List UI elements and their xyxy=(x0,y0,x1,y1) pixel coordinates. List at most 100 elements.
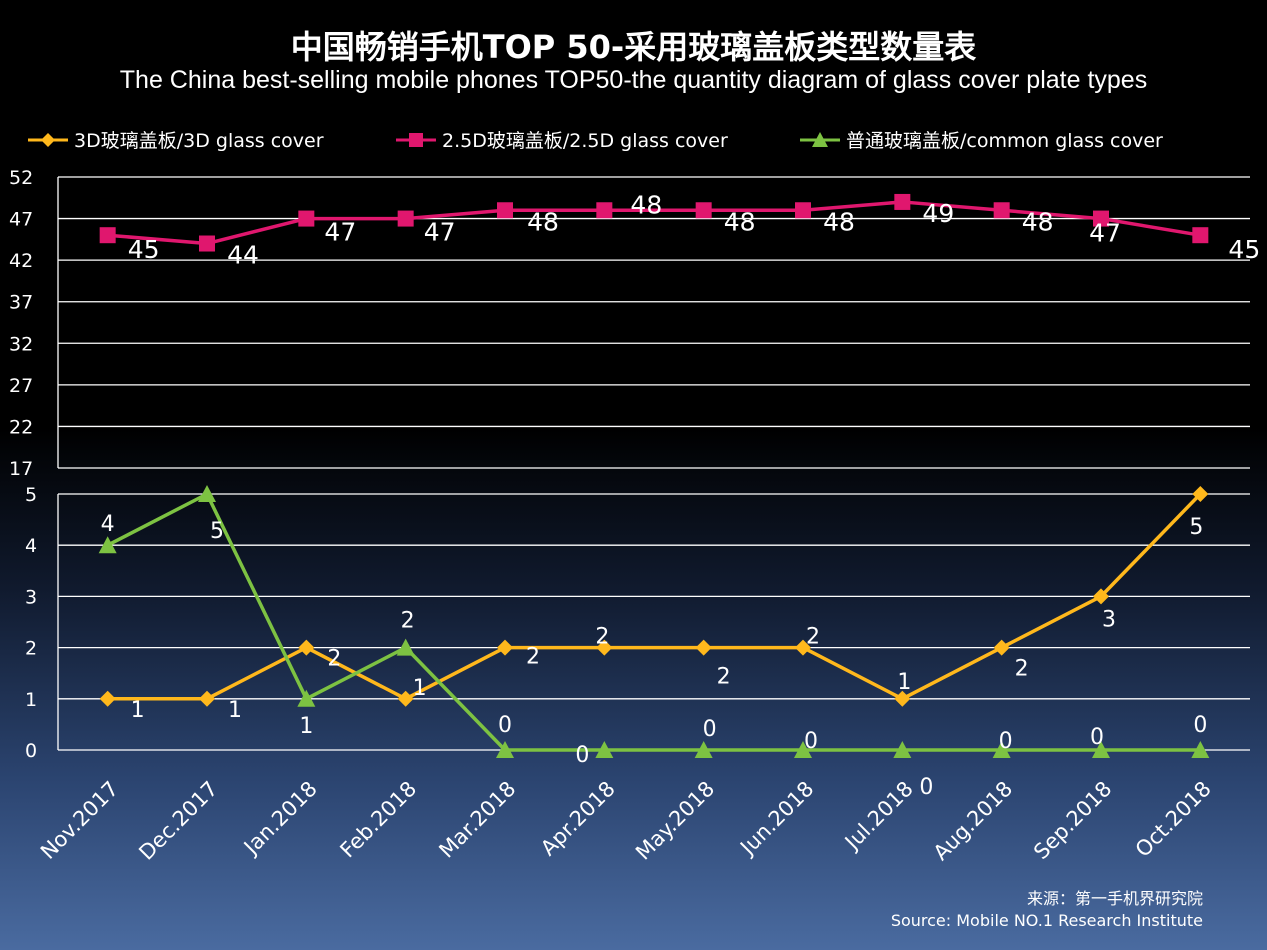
triangle-marker-icon xyxy=(800,131,840,147)
x-tick-label: Aug.2018 xyxy=(929,777,1017,865)
data-label: 0 xyxy=(1090,725,1104,750)
data-point-3d xyxy=(298,639,315,656)
data-point-2-5d xyxy=(199,235,215,252)
data-point-common xyxy=(496,741,514,758)
data-label: 45 xyxy=(128,235,160,264)
upper-y-tick-label: 17 xyxy=(9,458,33,480)
data-point-2-5d xyxy=(99,227,116,244)
x-tick-label: Nov.2017 xyxy=(36,777,123,864)
diamond-marker-icon xyxy=(28,132,68,147)
data-label: 49 xyxy=(922,199,954,228)
series-line-2 xyxy=(106,492,1201,752)
data-label: 0 xyxy=(575,743,589,768)
data-point-2-5d xyxy=(695,202,712,219)
data-point-2-5d xyxy=(1093,210,1109,227)
data-point-3d xyxy=(99,690,116,707)
data-point-3d xyxy=(397,690,414,707)
data-point-common xyxy=(98,536,117,554)
legend-item-common: 普通玻璃盖板/common glass cover xyxy=(800,126,1163,153)
data-label: 48 xyxy=(527,207,559,236)
data-point-3d xyxy=(497,639,513,656)
data-point-common xyxy=(396,638,415,656)
data-label: 2 xyxy=(526,645,540,670)
upper-y-tick-label: 32 xyxy=(9,333,33,355)
x-tick-label: Jan.2018 xyxy=(238,777,322,861)
x-tick-label: Feb.2018 xyxy=(335,777,421,863)
data-point-2-5d xyxy=(596,202,613,219)
legend-label-3d: 3D玻璃盖板/3D glass cover xyxy=(74,130,324,152)
data-label: 47 xyxy=(1089,219,1121,248)
data-point-common xyxy=(198,485,216,502)
data-label: 2 xyxy=(1015,657,1029,682)
data-point-3d xyxy=(1192,486,1209,502)
square-marker-icon xyxy=(396,132,436,147)
data-label: 5 xyxy=(1189,515,1203,540)
data-point-2-5d xyxy=(298,210,315,227)
lower-y-tick-label: 2 xyxy=(25,638,37,660)
data-point-2-5d xyxy=(397,210,414,227)
lower-y-tick-label: 5 xyxy=(25,484,37,506)
data-point-common xyxy=(1092,741,1110,758)
source-note: 来源：第一手机界研究院 Source: Mobile NO.1 Research… xyxy=(891,888,1203,932)
data-label: 1 xyxy=(299,714,313,739)
data-label: 0 xyxy=(999,729,1013,754)
data-label: 48 xyxy=(724,207,756,236)
legend-label-2-5d: 2.5D玻璃盖板/2.5D glass cover xyxy=(442,130,728,152)
x-tick-label: Oct.2018 xyxy=(1131,777,1216,862)
lower-y-tick-label: 1 xyxy=(25,689,37,711)
source-cn: 来源：第一手机界研究院 xyxy=(1026,889,1203,908)
legend-item-3d: 3D玻璃盖板/3D glass cover xyxy=(28,126,324,153)
data-point-2-5d xyxy=(795,202,811,219)
source-en: Source: Mobile NO.1 Research Institute xyxy=(890,911,1203,930)
data-label: 5 xyxy=(210,519,224,544)
data-point-3d xyxy=(695,639,712,656)
data-label: 0 xyxy=(498,713,512,738)
data-point-2-5d xyxy=(993,202,1010,219)
upper-y-tick-label: 42 xyxy=(9,250,33,272)
data-label: 47 xyxy=(324,218,356,247)
data-point-3d xyxy=(894,690,911,707)
data-label: 0 xyxy=(804,729,818,754)
data-label: 0 xyxy=(919,775,933,800)
data-point-common xyxy=(595,741,614,758)
x-tick-label: May.2018 xyxy=(631,777,719,865)
x-tick-label: Dec.2017 xyxy=(134,777,222,865)
data-point-2-5d xyxy=(894,193,911,210)
x-tick-label: Jul.2018 xyxy=(839,777,918,856)
data-label: 2 xyxy=(595,625,609,650)
data-label: 44 xyxy=(227,241,259,270)
data-label: 1 xyxy=(131,698,145,723)
lower-y-tick-label: 3 xyxy=(25,586,37,608)
series-line-1 xyxy=(107,200,1201,246)
data-point-3d xyxy=(1093,588,1109,605)
lower-y-tick-label: 4 xyxy=(25,535,37,557)
x-tick-label: Sep.2018 xyxy=(1029,777,1116,864)
data-label: 1 xyxy=(228,698,242,723)
data-label: 3 xyxy=(1102,607,1116,632)
x-tick-label: Apr.2018 xyxy=(536,777,620,861)
upper-y-tick-label: 27 xyxy=(9,375,33,397)
data-label: 2 xyxy=(401,609,415,634)
data-point-3d xyxy=(795,639,811,656)
upper-y-tick-label: 37 xyxy=(9,292,33,314)
chart-title: 中国畅销手机TOP 50-采用玻璃盖板类型数量表 xyxy=(290,28,977,66)
upper-y-tick-label: 52 xyxy=(9,167,33,189)
data-point-common xyxy=(893,741,912,758)
data-point-common xyxy=(1191,741,1210,758)
data-label: 48 xyxy=(1022,207,1054,236)
upper-y-tick-label: 22 xyxy=(9,416,33,438)
data-label: 45 xyxy=(1228,235,1260,264)
data-point-3d xyxy=(596,639,613,656)
legend: 3D玻璃盖板/3D glass cover 2.5D玻璃盖板/2.5D glas… xyxy=(28,126,1258,156)
chart-subtitle: The China best-selling mobile phones TOP… xyxy=(119,66,1148,94)
data-point-common xyxy=(694,741,713,758)
data-point-2-5d xyxy=(1192,227,1209,244)
data-point-common xyxy=(794,741,812,758)
data-label: 0 xyxy=(1193,713,1207,738)
data-label: 47 xyxy=(424,218,456,247)
data-label: 0 xyxy=(703,717,717,742)
x-tick-label: Jun.2018 xyxy=(734,777,818,861)
upper-y-tick-label: 47 xyxy=(9,209,33,231)
data-point-3d xyxy=(199,690,215,707)
